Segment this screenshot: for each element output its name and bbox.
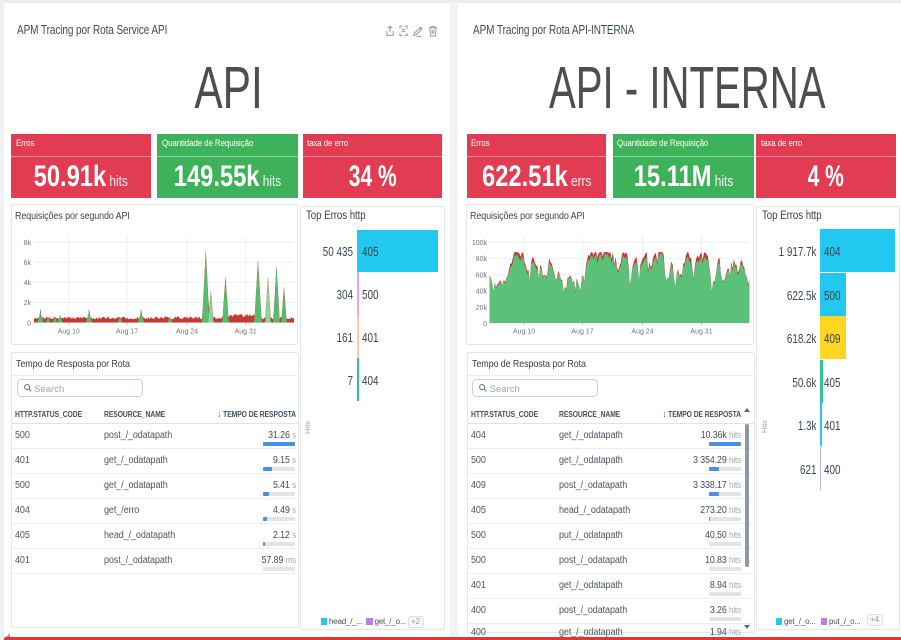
svg-text:80k: 80k: [476, 256, 488, 263]
svg-text:Aug 24: Aug 24: [176, 329, 198, 336]
svg-text:40k: 40k: [476, 289, 488, 296]
svg-text:6k: 6k: [24, 260, 32, 267]
svg-text:8k: 8k: [24, 240, 32, 247]
svg-text:Aug 31: Aug 31: [690, 329, 712, 336]
svg-text:2k: 2k: [24, 300, 32, 307]
svg-text:Aug 10: Aug 10: [58, 329, 80, 336]
svg-text:Aug 24: Aug 24: [631, 329, 653, 336]
svg-text:4k: 4k: [24, 280, 32, 287]
svg-text:0: 0: [27, 321, 31, 328]
svg-text:Aug 17: Aug 17: [116, 329, 138, 336]
svg-text:Aug 31: Aug 31: [235, 329, 257, 336]
svg-text:100k: 100k: [472, 240, 488, 247]
svg-text:0: 0: [483, 321, 487, 328]
svg-text:20k: 20k: [476, 305, 488, 312]
svg-text:Aug 10: Aug 10: [513, 329, 535, 336]
svg-text:Aug 17: Aug 17: [571, 329, 593, 336]
svg-text:60k: 60k: [476, 273, 488, 280]
